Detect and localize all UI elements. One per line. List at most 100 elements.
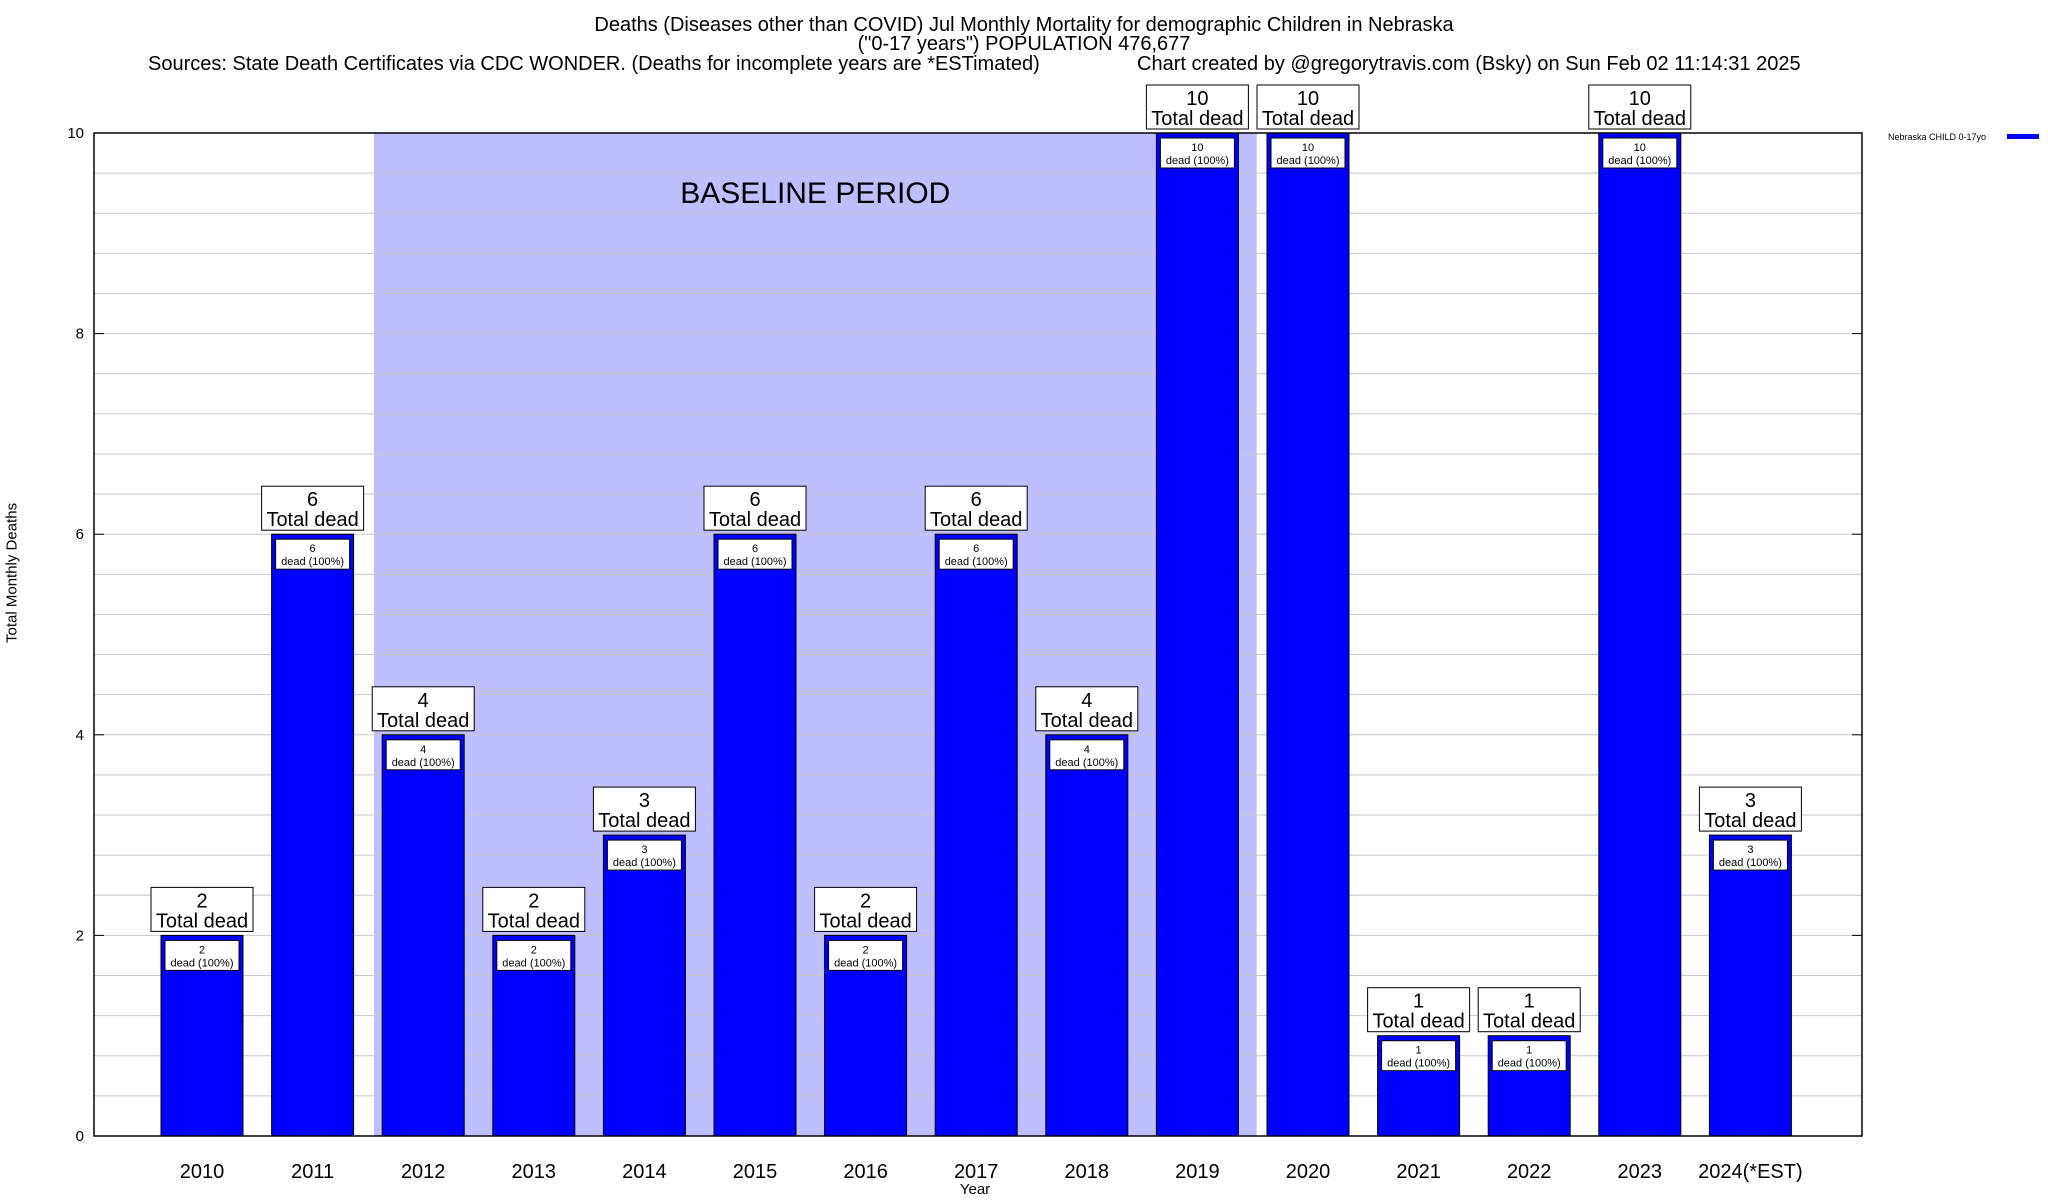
bar-inner-label-box xyxy=(164,939,240,971)
bar-total-label-box xyxy=(1367,987,1471,1033)
bar-inner-value: 3 xyxy=(641,844,647,856)
x-tick-label: 2010 xyxy=(180,1161,225,1183)
bar-inner-value: 2 xyxy=(199,944,205,956)
bar-total-label-box xyxy=(592,786,696,832)
x-tick-label: 2017 xyxy=(954,1161,999,1183)
bar-total-label: Total dead xyxy=(709,509,801,531)
bar-total-label-box xyxy=(1035,686,1139,732)
bar xyxy=(602,834,686,1137)
y-axis-label: Total Monthly Deaths xyxy=(3,502,21,643)
bar-total-value: 4 xyxy=(418,690,429,712)
bar-total-label: Total dead xyxy=(1483,1011,1575,1033)
bar-total-value: 1 xyxy=(1413,991,1424,1013)
bar-inner-value: 6 xyxy=(973,543,979,555)
bar xyxy=(713,533,797,1137)
bar-total-label-box xyxy=(1145,84,1249,130)
bar-inner-value: 6 xyxy=(752,543,758,555)
chart-title-line2: ("0-17 years") POPULATION 476,677 xyxy=(857,33,1191,55)
y-tick-label: 8 xyxy=(76,326,84,343)
bar-total-label-box xyxy=(1698,786,1802,832)
y-tick-label: 4 xyxy=(76,727,84,744)
chart-sources: Sources: State Death Certificates via CD… xyxy=(148,53,1040,75)
bar xyxy=(1708,834,1792,1137)
bar-total-value: 10 xyxy=(1297,88,1319,110)
bar-total-label-box xyxy=(924,485,1028,531)
x-tick-label: 2020 xyxy=(1286,1161,1331,1183)
bar-total-label: Total dead xyxy=(266,509,358,531)
bar-inner-value: 2 xyxy=(531,944,537,956)
bar-total-label-box xyxy=(482,886,586,932)
bar xyxy=(934,533,1018,1137)
bar-inner-label: dead (100%) xyxy=(392,757,455,769)
bar-total-label: Total dead xyxy=(377,710,469,732)
x-tick-label: 2012 xyxy=(401,1161,446,1183)
x-tick-label: 2011 xyxy=(291,1161,334,1183)
bar-inner-label-box xyxy=(385,739,461,771)
bar-inner-value: 6 xyxy=(310,543,316,555)
bar-total-value: 6 xyxy=(307,489,318,511)
bar-inner-label: dead (100%) xyxy=(1166,155,1229,167)
bar-inner-label: dead (100%) xyxy=(613,857,676,869)
plot-frame xyxy=(93,132,1863,1137)
x-tick-label: 2014 xyxy=(622,1161,667,1183)
bar xyxy=(1598,132,1682,1137)
bar-inner-label-box xyxy=(1270,137,1346,169)
bar-total-value: 6 xyxy=(971,489,982,511)
bar-inner-label: dead (100%) xyxy=(502,957,565,969)
bar-total-value: 10 xyxy=(1186,88,1208,110)
bar-total-value: 2 xyxy=(860,890,871,912)
bar-inner-label: dead (100%) xyxy=(281,556,344,568)
y-tick-label: 10 xyxy=(67,125,84,142)
bar-inner-label: dead (100%) xyxy=(1277,155,1340,167)
bar-total-value: 2 xyxy=(196,890,207,912)
bar-total-label-box xyxy=(1256,84,1360,130)
bar xyxy=(1266,132,1350,1137)
bar-inner-label-box xyxy=(828,939,904,971)
bar xyxy=(1045,734,1129,1137)
bar-inner-value: 10 xyxy=(1634,142,1646,154)
bar-inner-label-box xyxy=(1381,1040,1457,1072)
bar-inner-label-box xyxy=(496,939,572,971)
bar-inner-value: 10 xyxy=(1191,142,1203,154)
bar-inner-label: dead (100%) xyxy=(834,957,897,969)
bar xyxy=(271,533,355,1137)
bar-inner-value: 1 xyxy=(1416,1045,1422,1057)
bar-inner-label-box xyxy=(938,538,1014,570)
bar-inner-value: 1 xyxy=(1526,1045,1532,1057)
legend-swatch xyxy=(2007,134,2039,139)
chart-credit: Chart created by @gregorytravis.com (Bsk… xyxy=(1137,53,1801,75)
x-tick-label: 2019 xyxy=(1175,1161,1220,1183)
bar-inner-label: dead (100%) xyxy=(1719,857,1782,869)
bar-total-value: 2 xyxy=(528,890,539,912)
bar-inner-label-box xyxy=(1159,137,1235,169)
x-tick-label: 2024(*EST) xyxy=(1698,1161,1803,1183)
bar-inner-label: dead (100%) xyxy=(1055,757,1118,769)
bar-total-label-box xyxy=(371,686,475,732)
bar-inner-value: 4 xyxy=(1084,744,1090,756)
bar-total-label: Total dead xyxy=(1262,108,1354,130)
bar-total-label-box xyxy=(703,485,807,531)
y-tick-label: 0 xyxy=(76,1128,84,1145)
bar-total-label-box xyxy=(150,886,254,932)
y-tick-label: 2 xyxy=(76,927,84,944)
bar-total-value: 4 xyxy=(1081,690,1092,712)
bar-inner-label-box xyxy=(717,538,793,570)
x-tick-label: 2015 xyxy=(733,1161,778,1183)
bar-inner-label: dead (100%) xyxy=(724,556,787,568)
bar xyxy=(1155,132,1239,1137)
bar-inner-value: 4 xyxy=(420,744,426,756)
bar-total-label: Total dead xyxy=(488,910,580,932)
legend-label: Nebraska CHILD 0-17yo xyxy=(1888,132,1987,142)
chart-title-line1: Deaths (Diseases other than COVID) Jul M… xyxy=(594,14,1454,36)
bar-total-value: 6 xyxy=(749,489,760,511)
bar-total-label: Total dead xyxy=(598,810,690,832)
bar-total-label: Total dead xyxy=(930,509,1022,531)
bar-inner-label-box xyxy=(1712,839,1788,871)
x-tick-label: 2018 xyxy=(1065,1161,1110,1183)
bar-total-value: 1 xyxy=(1524,991,1535,1013)
bar-total-label: Total dead xyxy=(1704,810,1796,832)
x-tick-label: 2021 xyxy=(1396,1161,1441,1183)
bar-inner-value: 2 xyxy=(863,944,869,956)
bar-total-label-box xyxy=(261,485,365,531)
bar-inner-label-box xyxy=(606,839,682,871)
